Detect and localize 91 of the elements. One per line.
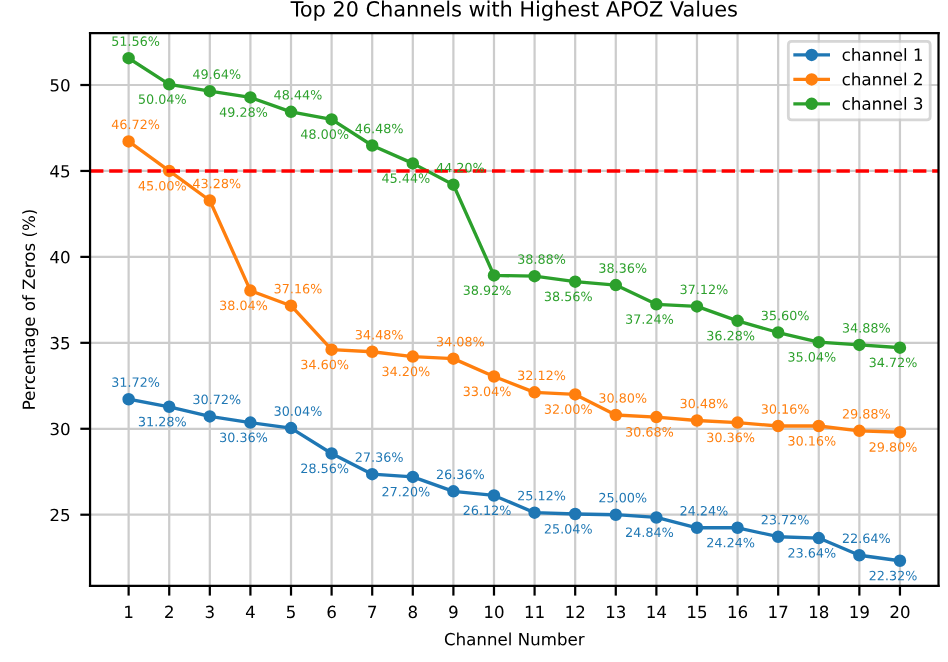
y-tick-label: 35 (50, 336, 70, 350)
legend-label: channel 2 (842, 72, 922, 86)
point (244, 416, 257, 429)
x-tick-label: 19 (850, 605, 869, 619)
x-tick-label: 16 (728, 605, 748, 619)
point (406, 157, 420, 170)
point (244, 284, 257, 297)
x-tick-label: 17 (769, 605, 788, 618)
x-tick-label: 18 (809, 605, 829, 619)
point (731, 314, 744, 328)
x-tick-label: 5 (287, 605, 295, 619)
point (568, 507, 582, 521)
point (447, 178, 460, 191)
point (365, 345, 379, 359)
point (650, 410, 663, 424)
point (812, 531, 826, 545)
x-tick-label: 15 (688, 605, 707, 619)
x-tick-label: 7 (368, 605, 377, 618)
point (650, 298, 663, 311)
x-tick-label: 4 (245, 605, 255, 618)
y-tick-label: 40 (50, 250, 70, 264)
point (528, 269, 541, 283)
point (528, 386, 541, 399)
x-tick-label: 14 (647, 605, 667, 618)
point (487, 269, 501, 282)
point (853, 424, 866, 438)
point (528, 506, 541, 519)
point (284, 299, 298, 312)
point (690, 300, 704, 313)
point (203, 410, 217, 423)
point (731, 521, 744, 535)
point (853, 549, 866, 562)
y-tick-label: 30 (50, 422, 70, 436)
point (731, 416, 744, 429)
y-axis-title: Percentage of Zeros (%) (22, 210, 39, 409)
point (122, 392, 135, 406)
point (365, 467, 379, 481)
point (447, 485, 460, 498)
point (284, 105, 298, 119)
point (893, 554, 907, 568)
x-tick-label: 20 (890, 605, 910, 619)
point (244, 91, 257, 104)
point (406, 470, 420, 484)
x-tick-label: 13 (607, 605, 626, 619)
x-tick-label: 2 (165, 605, 173, 618)
x-tick-label: 10 (485, 605, 504, 619)
point (122, 51, 135, 65)
point (203, 194, 217, 207)
point (284, 421, 298, 435)
x-tick-label: 6 (327, 605, 336, 619)
x-axis-title: Channel Number (444, 632, 585, 646)
y-tick-label: 45 (50, 165, 70, 178)
point (568, 275, 582, 288)
point (650, 511, 663, 524)
point (609, 278, 623, 292)
x-tick-label: 3 (205, 605, 214, 619)
y-tick-label: 50 (50, 78, 70, 92)
point (487, 370, 501, 383)
point (690, 414, 704, 427)
point (487, 489, 501, 502)
x-tick-label: 12 (566, 605, 585, 618)
legend-label: channel 3 (842, 97, 923, 110)
x-tick-label: 11 (525, 605, 544, 618)
point (812, 419, 826, 433)
x-tick-label: 8 (408, 605, 417, 619)
point (568, 388, 582, 401)
point (690, 521, 704, 535)
point (162, 400, 176, 414)
legend-label: channel 1 (842, 48, 922, 61)
point (893, 341, 907, 354)
point (203, 84, 217, 98)
point (609, 408, 623, 422)
x-tick-label: 9 (449, 605, 458, 619)
point (771, 419, 785, 433)
chart-title: Top 20 Channels with Highest APOZ Values (290, 0, 737, 21)
point (365, 139, 379, 152)
y-tick-label: 25 (50, 508, 70, 522)
point (771, 530, 785, 543)
point (771, 326, 785, 339)
point (122, 135, 135, 148)
point (447, 352, 460, 365)
point (853, 338, 866, 352)
point (162, 78, 176, 91)
point (406, 350, 420, 363)
point (325, 343, 338, 356)
point (325, 447, 338, 460)
point (812, 335, 826, 349)
x-tick-label: 1 (125, 605, 133, 618)
point (325, 113, 338, 126)
point (609, 508, 623, 521)
point (893, 425, 907, 439)
